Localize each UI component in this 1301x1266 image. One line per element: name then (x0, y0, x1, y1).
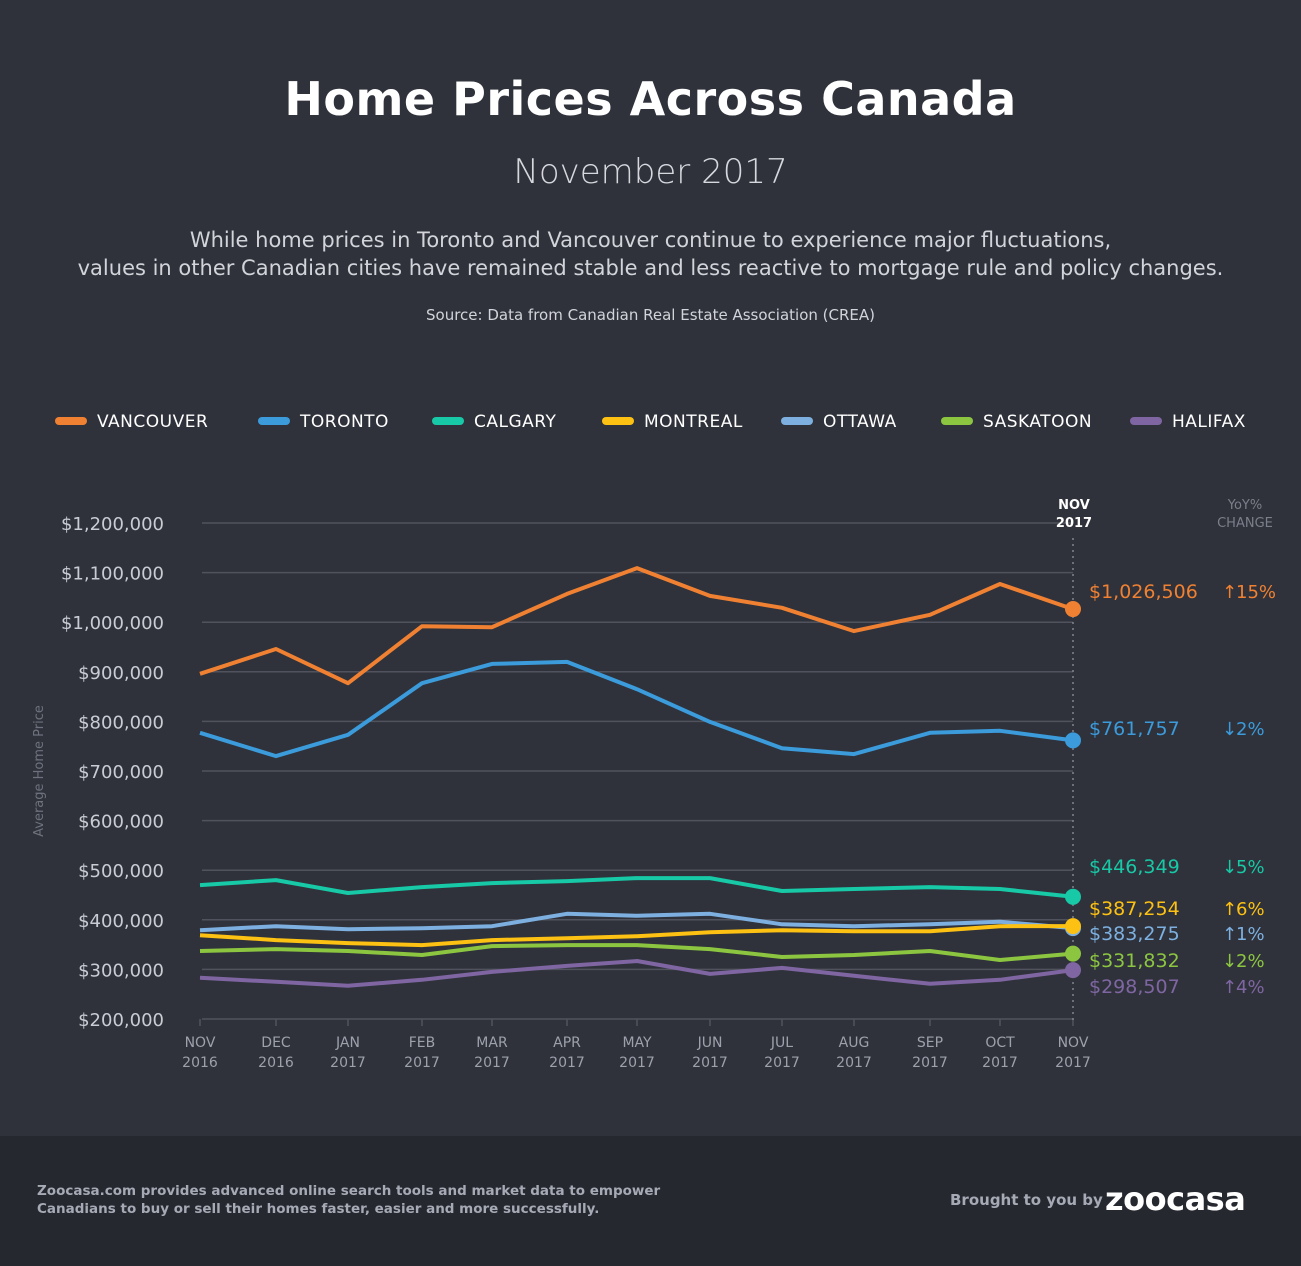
x-tick-label: MAY (622, 1035, 652, 1051)
x-tick-label: OCT (985, 1035, 1015, 1051)
final-value-toronto: $761,757 (1089, 718, 1180, 740)
final-value-ottawa: $383,275 (1089, 923, 1180, 945)
final-value-montreal: $387,254 (1089, 898, 1180, 920)
series-line-vancouver (199, 566, 1074, 686)
line-chart: $200,000 $300,000 $400,000 $500,000 $600,000… (32, 412, 1276, 1071)
final-value-saskatoon: $331,832 (1089, 950, 1180, 972)
end-point-montreal (1065, 918, 1081, 935)
legend-label-calgary: CALGARY (474, 412, 556, 432)
x-tick-label: 2016 (182, 1055, 218, 1071)
footer-text-line-1: Zoocasa.com provides advanced online sea… (37, 1183, 661, 1199)
x-tick-label: 2017 (549, 1055, 585, 1071)
series-line-calgary (199, 876, 1074, 899)
x-tick-label: 2017 (692, 1055, 728, 1071)
yoy-change-ottawa: 1% (1236, 924, 1265, 945)
yoy-change-saskatoon: 2% (1236, 951, 1265, 972)
yoy-header: CHANGE (1217, 516, 1273, 531)
series-line-halifax (199, 959, 1074, 988)
legend-label-vancouver: VANCOUVER (97, 412, 208, 432)
legend-label-ottawa: OTTAWA (823, 412, 897, 432)
page-subtitle: November 2017 (513, 152, 788, 192)
x-tick-label: 2017 (836, 1055, 872, 1071)
y-tick-label: $400,000 (78, 911, 164, 932)
series-line-toronto (199, 659, 1074, 759)
y-tick-label: $200,000 (78, 1010, 164, 1031)
x-tick-label: AUG (839, 1035, 870, 1051)
y-tick-label: $300,000 (78, 960, 164, 981)
zoocasa-logo[interactable]: zoocasa (1105, 1180, 1246, 1218)
x-tick-label: JUL (770, 1035, 793, 1051)
x-tick-label: DEC (261, 1035, 291, 1051)
x-tick-label: 2017 (1055, 1055, 1091, 1071)
end-point-vancouver (1065, 601, 1081, 618)
yoy-down-arrow-icon: ↓ (1222, 951, 1237, 972)
x-tick-label: NOV (185, 1035, 216, 1051)
description: While home prices in Toronto and Vancouv… (0, 226, 1301, 282)
x-tick-label: JAN (335, 1035, 360, 1051)
yoy-change-halifax: 4% (1236, 977, 1265, 998)
y-axis-label: Average Home Price (32, 705, 47, 837)
yoy-up-arrow-icon: ↑ (1222, 582, 1237, 603)
description-line-2: values in other Canadian cities have rem… (77, 256, 1224, 280)
yoy-change-toronto: 2% (1236, 719, 1265, 740)
x-tick-label: NOV (1058, 1035, 1089, 1051)
final-value-vancouver: $1,026,506 (1089, 581, 1198, 603)
series-line-ottawa (199, 911, 1074, 933)
yoy-up-arrow-icon: ↑ (1222, 899, 1237, 920)
legend-label-halifax: HALIFAX (1172, 412, 1246, 432)
x-tick-label: 2017 (619, 1055, 655, 1071)
source-note: Source: Data from Canadian Real Estate A… (426, 306, 875, 324)
final-value-calgary: $446,349 (1089, 856, 1180, 878)
yoy-down-arrow-icon: ↓ (1222, 857, 1237, 878)
x-tick-label: MAR (476, 1035, 508, 1051)
x-tick-label: 2017 (404, 1055, 440, 1071)
description-line-1: While home prices in Toronto and Vancouv… (189, 228, 1112, 252)
x-tick-label: 2017 (330, 1055, 366, 1071)
y-tick-label: $1,200,000 (61, 514, 164, 535)
end-point-toronto (1065, 732, 1081, 749)
page-title: Home Prices Across Canada (284, 72, 1017, 126)
y-tick-label: $800,000 (78, 712, 164, 733)
series-line-montreal (199, 924, 1074, 948)
yoy-up-arrow-icon: ↑ (1222, 977, 1237, 998)
y-tick-label: $1,000,000 (61, 613, 164, 634)
x-tick-label: FEB (409, 1035, 436, 1051)
end-point-halifax (1065, 962, 1081, 979)
current-month-header: 2017 (1056, 516, 1092, 531)
final-value-halifax: $298,507 (1089, 976, 1180, 998)
footer-text-line-2: Canadians to buy or sell their homes fas… (37, 1201, 600, 1217)
end-point-saskatoon (1065, 945, 1081, 962)
x-tick-label: APR (553, 1035, 581, 1051)
x-tick-label: 2016 (258, 1055, 294, 1071)
end-point-calgary (1065, 888, 1081, 905)
y-tick-label: $700,000 (78, 762, 164, 783)
y-tick-label: $600,000 (78, 812, 164, 833)
legend-label-toronto: TORONTO (299, 412, 389, 432)
current-month-header: NOV (1058, 498, 1090, 513)
yoy-change-calgary: 5% (1236, 857, 1265, 878)
x-tick-label: 2017 (474, 1055, 510, 1071)
yoy-change-montreal: 6% (1236, 899, 1265, 920)
x-tick-label: 2017 (912, 1055, 948, 1071)
yoy-header: YoY% (1227, 498, 1262, 513)
series-line-saskatoon (199, 943, 1074, 962)
yoy-down-arrow-icon: ↓ (1222, 719, 1237, 740)
x-tick-label: JUN (697, 1035, 723, 1051)
yoy-change-vancouver: 15% (1236, 582, 1276, 603)
footer-text: Zoocasa.com provides advanced online sea… (37, 1182, 660, 1218)
x-tick-label: SEP (917, 1035, 943, 1051)
yoy-up-arrow-icon: ↑ (1222, 924, 1237, 945)
legend-label-saskatoon: SASKATOON (983, 412, 1092, 432)
legend-label-montreal: MONTREAL (644, 412, 743, 432)
footer (0, 1136, 1301, 1266)
y-tick-label: $900,000 (78, 663, 164, 684)
y-tick-label: $1,100,000 (61, 564, 164, 585)
y-tick-label: $500,000 (78, 861, 164, 882)
x-tick-label: 2017 (764, 1055, 800, 1071)
brought-to-you-by: Brought to you by (950, 1191, 1103, 1209)
x-tick-label: 2017 (982, 1055, 1018, 1071)
